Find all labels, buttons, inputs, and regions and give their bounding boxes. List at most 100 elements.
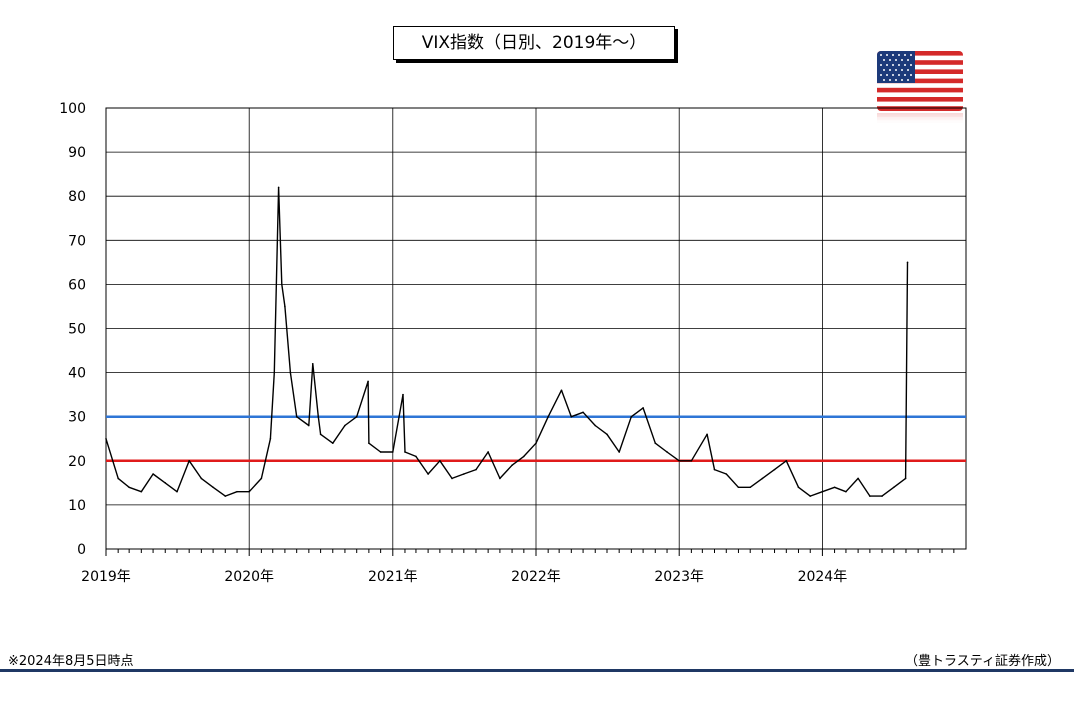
x-tick-label: 2023年	[654, 569, 704, 585]
vix-data-point	[761, 477, 764, 480]
vix-data-point	[355, 415, 358, 418]
vix-data-point	[642, 407, 644, 409]
vix-data-point	[511, 464, 513, 467]
y-tick-label: 80	[68, 189, 86, 205]
vix-data-point	[212, 486, 214, 489]
vix-data-point	[547, 415, 549, 418]
y-tick-label: 90	[68, 145, 86, 161]
vix-data-point	[367, 380, 369, 383]
vix-data-point	[280, 283, 283, 286]
vix-data-point	[224, 495, 227, 497]
vix-data-point	[269, 437, 272, 440]
vix-data-point	[773, 468, 776, 471]
vix-data-point	[319, 433, 322, 436]
x-tick-label: 2022年	[511, 569, 561, 585]
vix-data-point	[277, 186, 280, 189]
x-tick-label: 2019年	[81, 569, 131, 585]
vix-data-point	[678, 460, 681, 462]
vix-data-point	[797, 486, 800, 489]
chart-title: VIX指数（日別、2019年～）	[393, 26, 675, 60]
vix-data-point	[415, 455, 417, 458]
vix-data-point	[317, 415, 320, 418]
vix-data-point	[152, 473, 154, 475]
vix-data-point	[535, 442, 537, 444]
source-credit: （豊トラスティ証券作成）	[905, 654, 1060, 669]
y-tick-label: 70	[68, 233, 86, 249]
vix-data-point	[606, 433, 608, 436]
vix-data-point	[248, 490, 251, 493]
bottom-rule	[0, 669, 1074, 672]
vix-data-point	[523, 455, 525, 458]
vix-data-point	[749, 486, 752, 489]
vix-data-point	[737, 486, 740, 489]
vix-data-point	[427, 473, 429, 475]
vix-data-point	[236, 490, 238, 493]
vix-data-point	[630, 415, 633, 418]
vix-data-point	[713, 468, 716, 471]
vix-data-point	[785, 460, 788, 462]
vix-data-point	[845, 490, 847, 493]
vix-data-point	[117, 477, 119, 480]
y-tick-label: 100	[59, 101, 86, 117]
y-tick-label: 60	[68, 277, 86, 293]
vix-data-point	[105, 437, 107, 440]
vix-data-point	[402, 393, 404, 396]
vix-data-point	[809, 495, 812, 497]
x-tick-label: 2020年	[224, 569, 274, 585]
vix-data-point	[344, 424, 346, 427]
vix-data-point	[666, 451, 668, 453]
footnote: ※2024年8月5日時点	[8, 654, 134, 669]
vix-data-point	[690, 460, 693, 462]
vix-data-point	[706, 433, 708, 436]
vix-data-point	[391, 451, 394, 453]
vix-data-point	[308, 424, 310, 427]
vix-data-point	[594, 424, 597, 427]
vix-data-point	[140, 490, 143, 493]
vix-data-point	[725, 473, 728, 475]
reference-lines	[106, 415, 966, 463]
series-layer	[105, 186, 909, 497]
vix-data-point	[379, 451, 382, 453]
vix-data-point	[869, 495, 871, 497]
vix-data-point	[331, 442, 334, 444]
y-tick-label: 0	[77, 542, 86, 558]
vix-data-point	[582, 411, 584, 414]
y-tick-label: 40	[68, 366, 86, 382]
vix-data-point	[289, 371, 292, 374]
vix-data-point	[570, 415, 573, 418]
vix-data-point	[311, 362, 314, 365]
vix-data-point	[654, 442, 657, 444]
vix-data-point	[439, 460, 441, 462]
x-tick-label: 2024年	[798, 569, 848, 585]
vix-data-point	[260, 477, 263, 480]
vix-data-point	[821, 490, 824, 493]
vix-data-point	[176, 490, 178, 493]
vix-data-point	[904, 477, 907, 480]
vix-data-point	[499, 477, 501, 480]
y-tick-label: 10	[68, 498, 86, 514]
vix-data-point	[893, 486, 895, 489]
vix-data-point	[451, 477, 453, 480]
axis-layer: 0 10 20 30 40 50 60 70 80 90 100 2019年 2020年 2021年 202…	[59, 101, 955, 585]
vix-data-point	[188, 460, 190, 462]
vix-data-point	[200, 477, 203, 480]
vix-data-point	[906, 261, 909, 264]
vix-data-point	[164, 482, 167, 484]
vix-data-point	[404, 451, 406, 453]
vix-data-point	[463, 473, 465, 475]
x-tick-label: 2021年	[368, 569, 418, 585]
vix-series-line	[105, 186, 909, 497]
vix-data-point	[487, 451, 489, 453]
vix-data-point	[368, 442, 370, 444]
y-tick-label: 20	[68, 454, 86, 470]
grid-layer	[105, 107, 967, 550]
y-tick-label: 30	[68, 410, 86, 426]
vix-data-point	[857, 477, 859, 480]
vix-data-point	[295, 415, 298, 418]
vix-data-point	[881, 495, 883, 497]
vix-data-point	[128, 486, 130, 489]
vix-data-point	[284, 305, 286, 308]
vix-data-point	[833, 486, 836, 489]
vix-line-chart: 0 10 20 30 40 50 60 70 80 90 100 2019年 2020年 2021年 202…	[59, 101, 967, 585]
vix-data-point	[560, 389, 563, 392]
